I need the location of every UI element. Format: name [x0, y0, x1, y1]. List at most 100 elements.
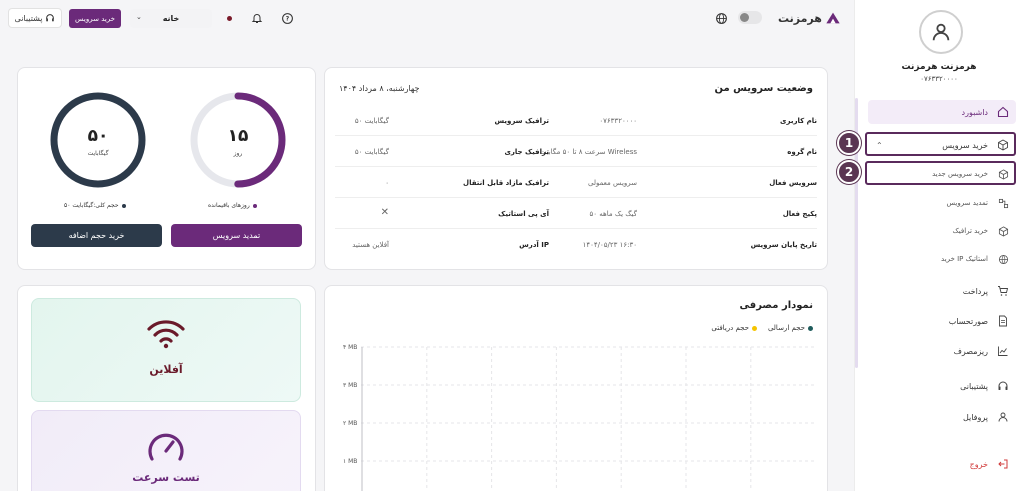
headset-icon [46, 14, 55, 22]
toggle-knob [740, 13, 749, 22]
user-icon [996, 410, 1010, 424]
status-key: آی پی استاتیک [498, 210, 549, 218]
sidebar-item-label: تمدید سرویس [946, 199, 989, 207]
days-legend: روزهای باقیمانده [208, 202, 257, 209]
legend-dot [121, 203, 126, 208]
status-key: آدرس IP [519, 241, 549, 249]
sidebar-item-renew-service[interactable]: تمدید سرویس [868, 191, 1016, 215]
speedtest-label: تست سرعت [132, 471, 200, 484]
legend-dot [252, 203, 257, 208]
status-value: ۰۷۶۳۳۲۰۰۰۰ [599, 117, 637, 125]
sidebar-item-label: داشبورد [961, 107, 988, 117]
sidebar-item-profile[interactable]: پروفایل [868, 405, 1016, 429]
sidebar-item-label: پشتیبانی [960, 381, 988, 391]
status-value: ۵۰ گیگ یک ماهه [589, 210, 637, 218]
avatar[interactable] [919, 10, 963, 54]
brand-logo: هرمزنت [778, 8, 841, 28]
status-value: ۵۰ گیگابایت [354, 148, 389, 156]
status-key: ترافیک مازاد قابل انتقال [463, 179, 549, 187]
volume-gauge [50, 92, 146, 188]
offline-label: آفلاین [149, 363, 183, 376]
sidebar-item-logout[interactable]: خروج [868, 452, 1016, 476]
buy-extra-volume-button[interactable]: خرید حجم اضافه [31, 224, 162, 247]
current-date: چهارشنبه، ۸ مرداد ۱۴۰۴ [339, 84, 420, 93]
renew-service-button[interactable]: تمدید سرویس [171, 224, 302, 247]
sidebar-item-support[interactable]: پشتیبانی [868, 374, 1016, 398]
user-name: هرمزنت هرمزنت [901, 62, 977, 72]
headset-icon [996, 379, 1010, 393]
sidebar-item-label: پرداخت [962, 286, 988, 296]
sidebar-item-payment[interactable]: پرداخت [868, 279, 1016, 303]
sidebar-item-buy-service[interactable]: خرید سرویس ⌃ [868, 133, 1016, 157]
wifi-icon [147, 320, 185, 349]
chevron-up-icon: ⌃ [876, 140, 883, 150]
chart-icon [996, 344, 1010, 358]
legend-receive-dot [752, 325, 757, 331]
days-unit: روز [233, 150, 243, 157]
globe-icon [996, 252, 1010, 266]
speedtest-tile[interactable]: تست سرعت [31, 410, 301, 491]
sidebar-item-buy-static-ip[interactable]: خرید IP استاتیک [868, 247, 1016, 271]
help-button[interactable]: ? [278, 9, 296, 27]
box-icon [996, 138, 1010, 152]
status-row: نام کاربری ۰۷۶۳۳۲۰۰۰۰ ترافیک سرویس ۵۰ گیگاب… [335, 106, 817, 136]
sidebar-item-buy-traffic[interactable]: خرید ترافیک [868, 219, 1016, 243]
status-value: سرعت ۸ تا ۵۰ مگابیت Wireless [539, 148, 637, 156]
sidebar-item-label: خرید IP استاتیک [941, 255, 988, 263]
status-key: نام گروه [787, 148, 817, 156]
sidebar-item-buy-new-service[interactable]: خرید سرویس جدید [868, 162, 1016, 186]
support-label: پشتیبانی [14, 13, 43, 23]
service-status-card: وضعیت سرویس من چهارشنبه، ۸ مرداد ۱۴۰۴ نا… [324, 67, 828, 270]
y-tick-label: ۲ MB [343, 420, 358, 427]
y-tick-label: ۳ MB [343, 382, 358, 389]
sidebar-item-label: خرید ترافیک [952, 227, 988, 235]
offline-tile[interactable]: آفلاین [31, 298, 301, 402]
home-select[interactable]: ⌄ خانه [130, 9, 212, 28]
language-button[interactable] [712, 9, 730, 27]
annotation-badge-2: 2 [837, 160, 861, 184]
sidebar-item-invoice[interactable]: صورتحساب [868, 309, 1016, 333]
document-icon [996, 314, 1010, 328]
status-row: سرویس فعال سرویس معمولی ترافیک مازاد قابل … [335, 168, 817, 198]
status-key: سرویس فعال [769, 179, 817, 187]
sidebar-item-dashboard[interactable]: داشبورد [868, 100, 1016, 124]
notification-button[interactable] [248, 9, 266, 27]
legend-send: حجم ارسالی [768, 324, 813, 332]
legend-send-dot [808, 325, 813, 331]
brand-name: هرمزنت [778, 11, 822, 25]
sidebar: هرمزنت هرمزنت ۰۷۶۳۳۲۰۰۰۰ داشبورد خرید سر… [854, 0, 1024, 491]
status-key: ترافیک سرویس [494, 117, 549, 125]
theme-toggle[interactable] [738, 11, 762, 24]
status-value: ۵۰ گیگابایت [354, 117, 389, 125]
support-button[interactable]: پشتیبانی [8, 8, 62, 28]
status-row: پکیج فعال ۵۰ گیگ یک ماهه آی پی استاتیک ✕ [335, 199, 817, 229]
y-tick-label: ۱ MB [343, 458, 358, 465]
logout-icon [996, 457, 1010, 471]
sidebar-item-usage-details[interactable]: ریزمصرف [868, 339, 1016, 363]
status-value: آفلاین هستید [352, 241, 389, 249]
remaining-card: ۱۵ روز ۵۰ گیگابایت روزهای باقیمانده حجم … [17, 67, 316, 270]
home-icon [996, 105, 1010, 119]
y-tick-label: ۴ MB [343, 344, 358, 351]
sidebar-scrollbar[interactable] [855, 98, 858, 368]
status-key: ترافیک جاری [504, 148, 549, 156]
highlight-buy-service [865, 132, 1016, 156]
status-dot [227, 16, 232, 21]
status-value: ۰ [385, 179, 389, 187]
logo-icon [826, 12, 840, 24]
sidebar-item-label: ریزمصرف [953, 346, 988, 356]
box-icon [996, 167, 1010, 181]
buy-service-header-button[interactable]: خرید سرویس [69, 9, 121, 28]
usage-chart-title: نمودار مصرفی [739, 300, 813, 311]
status-row: نام گروه سرعت ۸ تا ۵۰ مگابیت Wireless تراف… [335, 137, 817, 167]
status-row: تاریخ پایان سرویس ۱۴۰۴/۰۵/۲۳ ۱۶:۳۰ آدرس IP… [335, 230, 817, 260]
highlight-buy-new-service [865, 161, 1016, 185]
chevron-down-icon: ⌄ [136, 13, 142, 21]
usage-chart-grid [361, 346, 815, 491]
days-value: ۱۵ [227, 126, 249, 146]
speedometer-icon [148, 433, 184, 461]
svg-text:?: ? [285, 15, 289, 22]
bell-icon [251, 14, 263, 23]
volume-value: ۵۰ [87, 126, 109, 146]
sidebar-item-label: پروفایل [962, 412, 988, 422]
